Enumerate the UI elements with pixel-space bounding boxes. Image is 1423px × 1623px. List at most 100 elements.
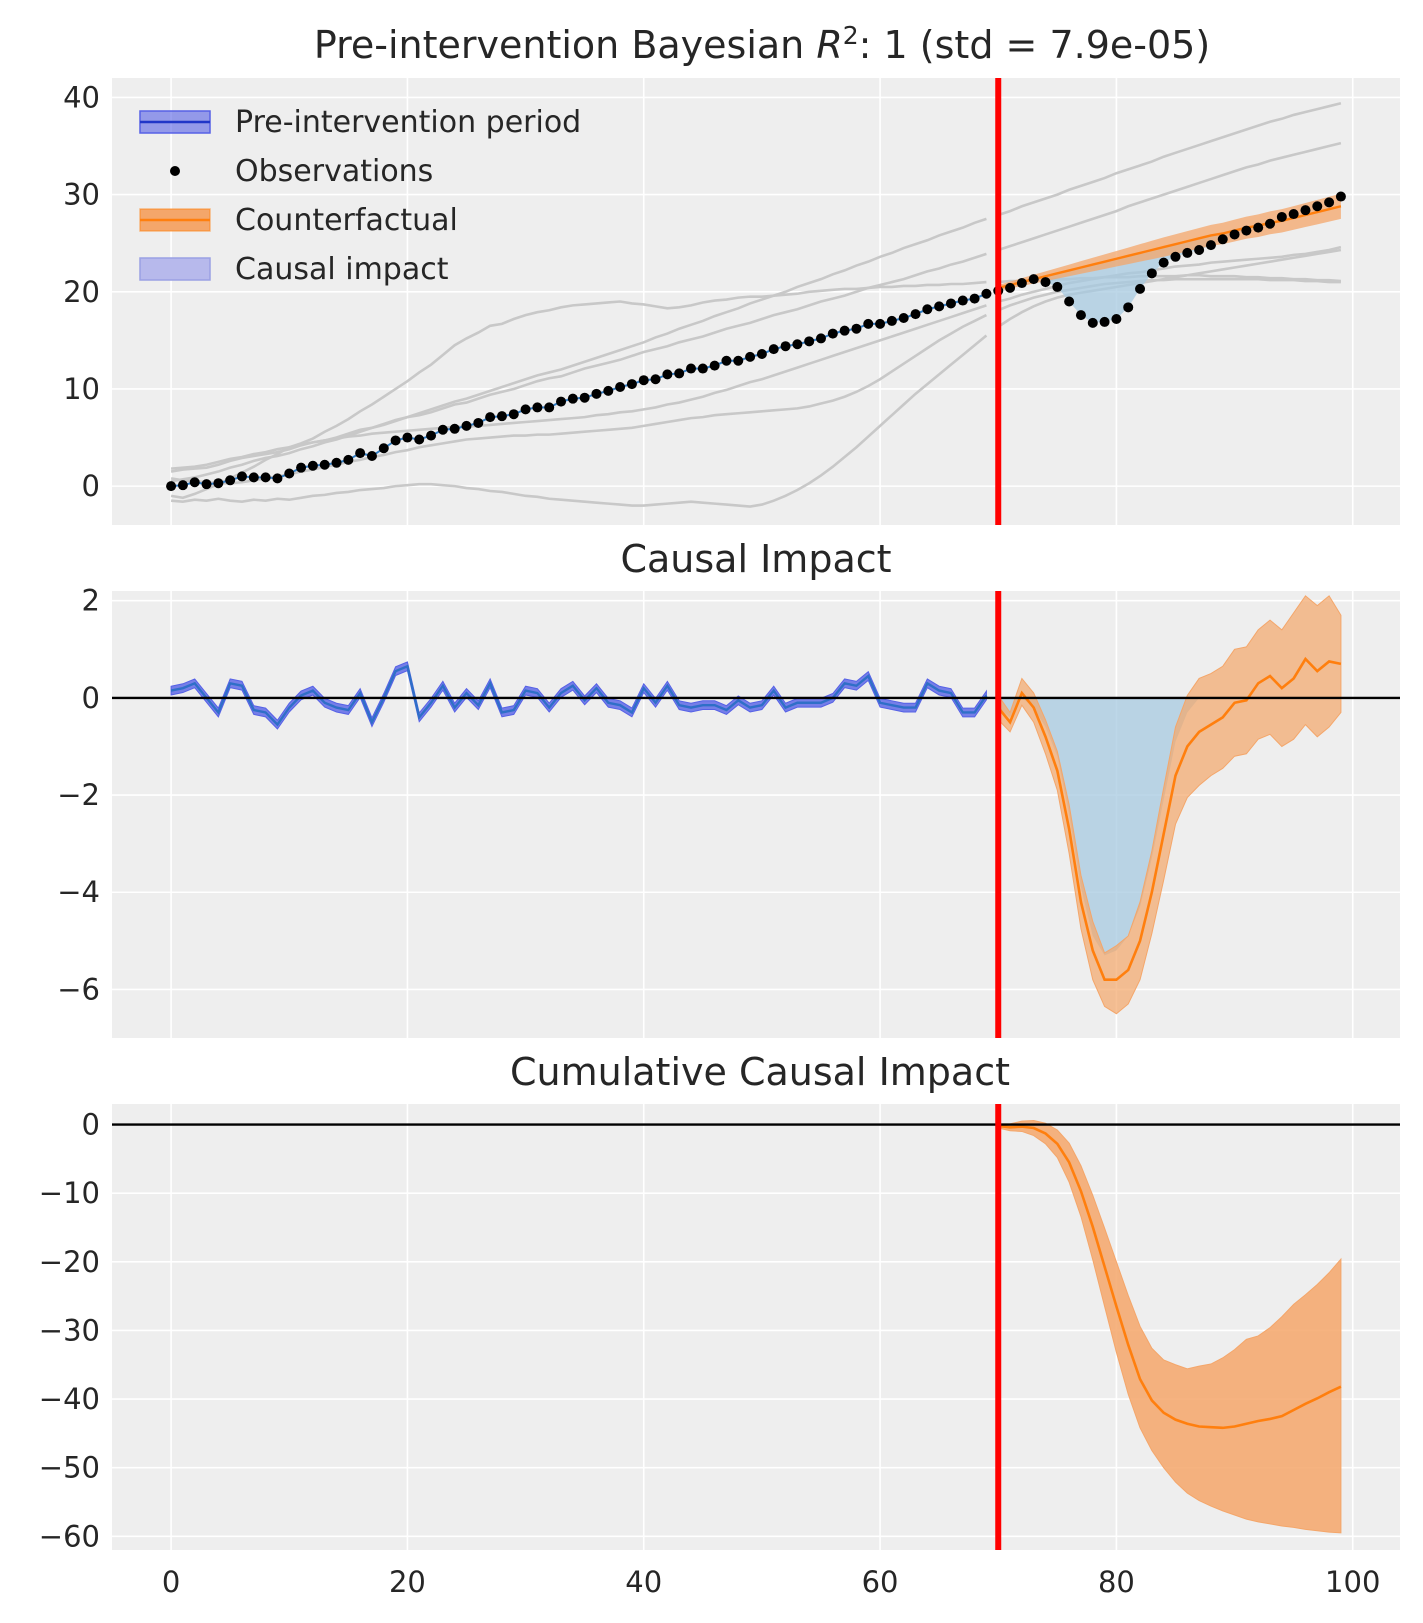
y-tick-label: 20 [63,275,100,309]
observation-point [414,434,425,445]
y-tick-label: −4 [57,875,100,909]
observation-point [532,402,543,413]
observation-point [485,412,496,423]
observation-point [390,435,401,446]
observation-point [733,355,744,366]
observation-point [1146,268,1157,279]
observation-point [1005,282,1016,293]
observation-point [366,451,377,462]
pre-residual-band [170,661,987,730]
observation-point [284,468,295,479]
control-series-line [170,280,987,500]
observation-point [1075,310,1086,321]
axes-background-1 [112,591,1400,1038]
legend-swatch-causal-impact [139,257,211,281]
observation-point [603,385,614,396]
observation-point [1028,274,1039,285]
observation-point [1194,244,1205,255]
observation-point [1170,251,1181,262]
observation-point [579,392,590,403]
observation-point [957,295,968,306]
observation-point [981,288,992,299]
observation-point [1217,234,1228,245]
pre-intervention-fit-line [171,292,987,488]
observation-point [780,341,791,352]
observation-point [910,309,921,320]
observation-point [591,388,602,399]
y-tick-label: 0 [82,469,100,503]
observation-point [638,375,649,386]
control-series-line [170,304,987,470]
observation-point [898,313,909,324]
legend: Pre-intervention period Observations Count… [139,105,581,287]
title-suffix: : 1 (std = 7.9e-05) [859,23,1210,67]
title-prefix: Pre-intervention Bayesian [314,23,817,67]
observation-point [1135,283,1146,294]
observation-point [331,457,342,468]
observation-point [520,404,531,415]
observation-point [1324,197,1335,208]
observation-point [1040,277,1051,288]
observation-point [1087,317,1098,328]
panel-title-cumulative-impact: Cumulative Causal Impact [510,1050,1010,1094]
observation-point [945,298,956,309]
observation-point [863,318,874,329]
observation-point [437,424,448,435]
observation-point [236,471,247,482]
observation-point [839,325,850,336]
observation-point [1182,247,1193,258]
y-tick-label: 10 [63,372,100,406]
observation-point [449,423,460,434]
y-tick-label: −10 [39,1176,100,1210]
observation-point [815,333,826,344]
legend-label-pre: Pre-intervention period [235,105,581,140]
observation-point [615,382,626,393]
y-tick-label: −40 [39,1382,100,1416]
observation-point [721,355,732,366]
control-series-line [997,102,1342,217]
title-math-r: R [816,23,842,67]
observation-point [1312,201,1323,212]
title-superscript: 2 [843,21,859,50]
observation-point [189,477,200,488]
observation-point [745,351,756,362]
plot-area-2 [112,1104,1400,1550]
observation-point [260,472,271,483]
observation-point [792,339,803,350]
observation-point [1123,302,1134,313]
observation-point [626,379,637,390]
observation-point [969,293,980,304]
observation-point [674,368,685,379]
y-tick-label: 30 [63,178,100,212]
cumulative-line [998,1124,1342,1430]
observation-point [225,475,236,486]
observation-point [473,417,484,428]
y-tick-label: −20 [39,1245,100,1279]
impact-line [997,656,1342,981]
x-tick-label: 80 [1098,1565,1135,1599]
observation-point [1205,240,1216,251]
observation-point [1229,229,1240,240]
observation-point [1253,222,1264,233]
observation-point [556,396,567,407]
y-tick-label: −60 [39,1519,100,1553]
x-tick-label: 20 [389,1565,426,1599]
observation-point [804,336,815,347]
x-tick-label: 60 [862,1565,899,1599]
observation-point [402,432,413,443]
observation-point [697,363,708,374]
x-tick-label: 40 [625,1565,662,1599]
observation-point [650,374,661,385]
observation-point [496,411,507,422]
observation-point [1288,209,1299,220]
observation-point [248,472,259,483]
observation-point [1241,225,1252,236]
observation-point [319,459,330,470]
observation-point [662,369,673,380]
causal-impact-area [998,206,1341,323]
pre-residual-line [170,664,988,727]
observation-point [922,304,933,315]
y-tick-label: −6 [57,972,100,1006]
legend-label-obs: Observations [235,154,433,189]
observation-point [1099,316,1110,327]
